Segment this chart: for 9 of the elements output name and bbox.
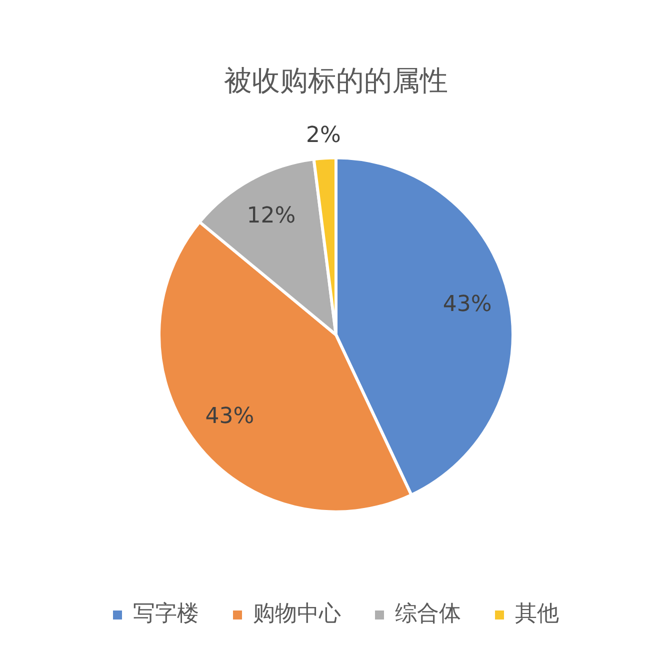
- data-label: 43%: [205, 404, 254, 429]
- legend-label: 购物中心: [253, 602, 341, 627]
- legend-label: 写字楼: [133, 602, 199, 627]
- chart-title: 被收购标的的属性: [224, 64, 448, 98]
- data-label: 43%: [442, 292, 492, 318]
- data-label: 12%: [246, 204, 296, 229]
- data-label: 2%: [306, 122, 341, 148]
- legend-label: 其他: [515, 602, 559, 627]
- legend-label: 综合体: [395, 602, 461, 627]
